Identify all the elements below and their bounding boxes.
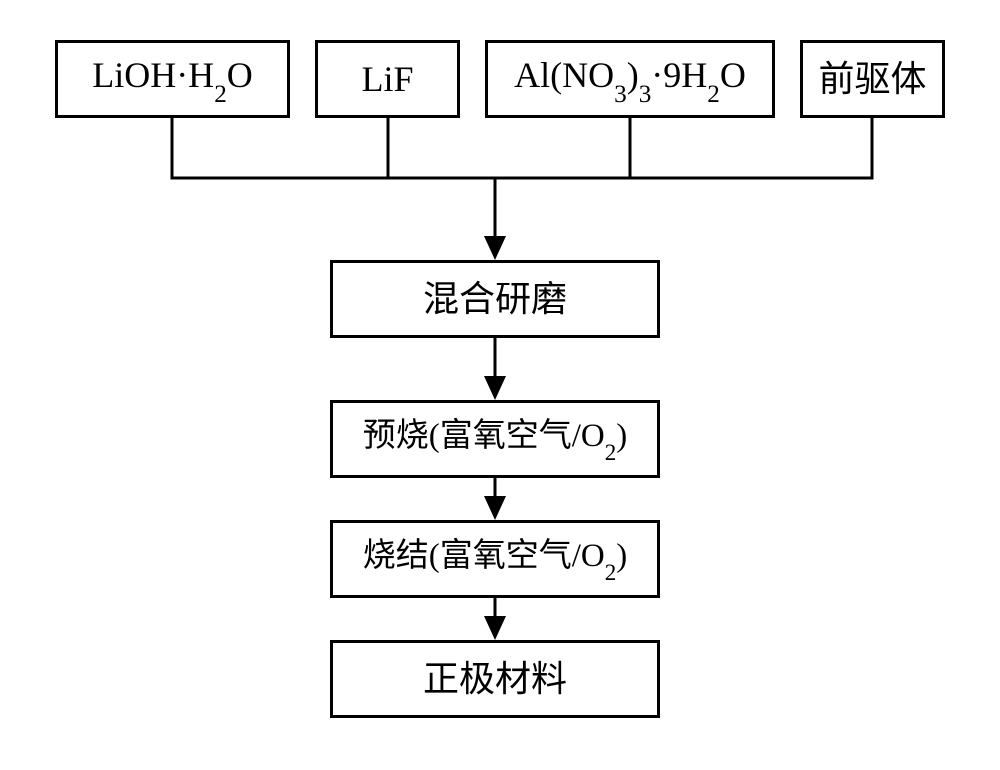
node-step-sinter: 烧结(富氧空气/O2) [330,520,660,598]
node-input-alno3: Al(NO3)3·9H2O [485,40,775,118]
flowchart-container: LiOH·H2O LiF Al(NO3)3·9H2O 前驱体 混合研磨 预烧(富… [55,40,945,730]
node-step-mix: 混合研磨 [330,260,660,338]
flowchart-connectors [55,40,945,730]
node-step-prefire: 预烧(富氧空气/O2) [330,400,660,478]
node-input-precursor: 前驱体 [800,40,945,118]
node-input-lioh: LiOH·H2O [55,40,290,118]
node-output-cathode: 正极材料 [330,640,660,718]
node-input-lif: LiF [315,40,460,118]
